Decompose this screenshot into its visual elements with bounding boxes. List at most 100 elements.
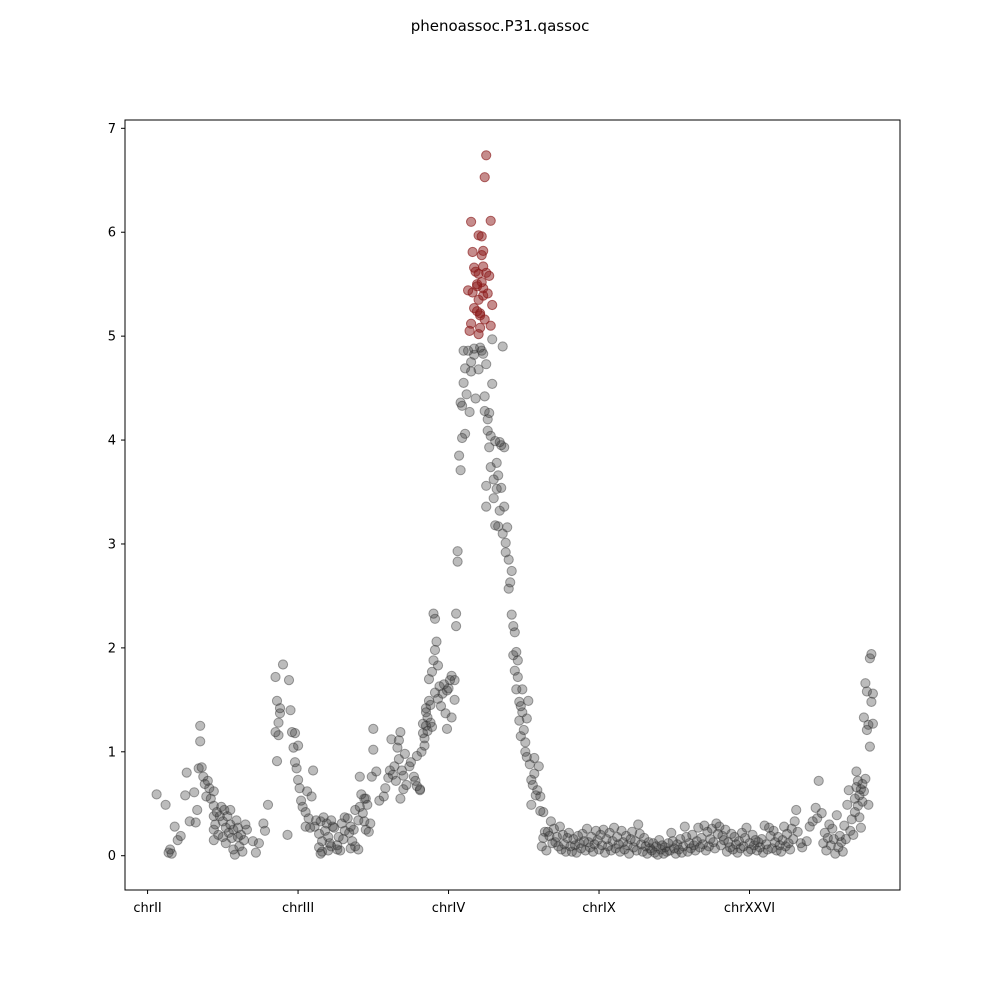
data-point bbox=[864, 741, 876, 752]
data-point bbox=[220, 838, 231, 849]
data-point bbox=[460, 363, 471, 374]
data-point bbox=[360, 824, 371, 835]
data-point bbox=[208, 824, 219, 835]
data-point bbox=[532, 785, 543, 796]
data-point bbox=[451, 608, 462, 619]
data-point bbox=[702, 826, 713, 837]
data-point bbox=[649, 847, 660, 858]
data-point bbox=[204, 783, 215, 794]
data-point bbox=[300, 807, 311, 818]
data-point bbox=[408, 771, 419, 782]
data-point bbox=[270, 727, 281, 738]
data-point bbox=[503, 583, 514, 594]
data-point bbox=[773, 831, 784, 843]
data-point bbox=[745, 844, 757, 855]
data-point bbox=[818, 838, 829, 849]
data-point bbox=[512, 671, 523, 683]
data-point bbox=[306, 791, 317, 802]
data-point bbox=[774, 840, 785, 851]
data-point bbox=[840, 834, 851, 845]
data-point bbox=[666, 827, 677, 838]
data-point bbox=[813, 775, 824, 787]
data-point bbox=[863, 719, 874, 730]
data-point bbox=[855, 822, 867, 833]
data-point bbox=[189, 787, 200, 798]
data-point bbox=[253, 838, 264, 849]
data-point bbox=[854, 812, 865, 823]
data-point bbox=[637, 846, 648, 857]
data-point bbox=[387, 769, 398, 780]
data-point bbox=[533, 761, 544, 772]
data-point bbox=[804, 821, 815, 832]
data-point bbox=[861, 724, 873, 736]
data-point bbox=[336, 818, 347, 829]
data-point bbox=[609, 822, 620, 833]
data-point bbox=[687, 829, 698, 841]
data-point bbox=[449, 675, 460, 686]
data-point bbox=[342, 813, 353, 824]
data-point bbox=[855, 784, 867, 795]
data-point bbox=[697, 839, 709, 850]
data-point bbox=[354, 771, 365, 782]
y-tick-label: 5 bbox=[108, 330, 116, 345]
data-point bbox=[693, 822, 704, 833]
data-point bbox=[848, 829, 859, 841]
data-point bbox=[854, 790, 865, 801]
data-point bbox=[628, 842, 639, 853]
data-point bbox=[860, 773, 871, 784]
data-point bbox=[565, 841, 576, 852]
data-point bbox=[708, 837, 719, 848]
y-tick-label: 3 bbox=[108, 537, 116, 552]
data-point bbox=[393, 735, 404, 746]
x-tick-label: chrIX bbox=[582, 901, 616, 916]
highlighted-point bbox=[467, 246, 478, 258]
data-point bbox=[395, 727, 406, 738]
data-point bbox=[425, 717, 436, 728]
data-point bbox=[583, 837, 594, 848]
data-point bbox=[590, 825, 602, 836]
data-point bbox=[288, 742, 299, 753]
data-point bbox=[282, 829, 293, 841]
data-point bbox=[574, 838, 585, 849]
data-point bbox=[455, 465, 466, 476]
data-point bbox=[181, 767, 192, 778]
data-point bbox=[423, 674, 435, 685]
data-point bbox=[619, 844, 630, 855]
data-point bbox=[551, 831, 563, 843]
data-point bbox=[529, 768, 540, 779]
data-point bbox=[652, 849, 663, 860]
data-point bbox=[380, 783, 391, 794]
data-point bbox=[640, 841, 651, 852]
data-point bbox=[452, 556, 463, 567]
data-point bbox=[193, 763, 204, 774]
data-point bbox=[457, 400, 468, 411]
data-point bbox=[630, 836, 641, 847]
data-point bbox=[548, 823, 560, 834]
data-point bbox=[657, 840, 668, 851]
data-point bbox=[393, 754, 404, 765]
data-point bbox=[240, 819, 251, 830]
data-point bbox=[258, 818, 269, 829]
data-point bbox=[529, 752, 540, 764]
data-point bbox=[490, 436, 501, 447]
data-point bbox=[434, 681, 445, 692]
data-point bbox=[615, 846, 626, 857]
data-point bbox=[762, 844, 773, 855]
data-point bbox=[323, 831, 334, 843]
data-point bbox=[475, 342, 486, 353]
data-point bbox=[786, 823, 797, 834]
data-point bbox=[398, 770, 409, 781]
y-tick-label: 7 bbox=[108, 122, 116, 137]
data-point bbox=[607, 836, 618, 847]
data-point bbox=[426, 666, 438, 677]
data-point bbox=[706, 823, 718, 834]
y-axis: 0 1 2 3 4 5 6 7 bbox=[108, 122, 125, 864]
data-point bbox=[231, 815, 242, 826]
data-point bbox=[506, 609, 517, 620]
data-point bbox=[849, 807, 861, 818]
data-point bbox=[703, 841, 715, 852]
data-point bbox=[669, 843, 680, 854]
data-point bbox=[237, 846, 248, 857]
data-point bbox=[390, 775, 401, 787]
data-point bbox=[852, 775, 864, 787]
